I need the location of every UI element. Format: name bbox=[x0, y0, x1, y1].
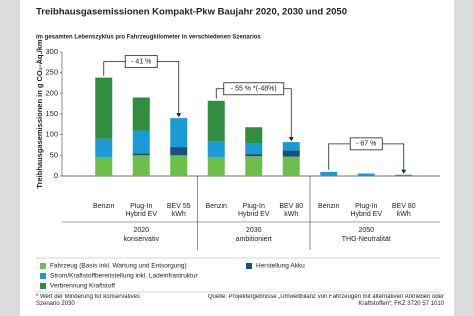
source: Quelle: Projektergebnisse „Umweltbilanz … bbox=[207, 294, 444, 307]
x-tick-label: BEV 55 kWh bbox=[166, 203, 191, 218]
x-tick-label-box: Plug-In Hybrid EV bbox=[125, 203, 157, 218]
group-year: 2030 bbox=[246, 227, 262, 234]
y-axis-label: Treibhausgasemissionen in g CO₂-Äq./km bbox=[35, 39, 44, 189]
x-tick-label-box: Benzin bbox=[205, 203, 227, 210]
bar-segment bbox=[170, 147, 188, 156]
bar-segment bbox=[132, 155, 150, 176]
x-tick-label-box: Plug-In Hybrid EV bbox=[237, 203, 270, 218]
annotation-text: - 41 % bbox=[131, 58, 151, 65]
bar-segment bbox=[282, 142, 300, 151]
legend-label: Strom/Kraftstoffbereitstellung inkl. Lad… bbox=[50, 273, 198, 280]
group-year: 2020 bbox=[133, 227, 149, 234]
bar-segment bbox=[207, 141, 225, 158]
legend-label: Verbrennung Kraftstoff bbox=[50, 283, 115, 290]
y-tick-label: 200 bbox=[45, 88, 58, 97]
bar-segment bbox=[207, 157, 225, 176]
legend-swatch bbox=[40, 273, 46, 279]
y-tick-label: 150 bbox=[45, 109, 58, 118]
bar-segment bbox=[245, 154, 263, 157]
legend-swatch bbox=[246, 263, 252, 269]
bar-segment bbox=[132, 130, 150, 154]
chart-title: Treibhausgasemissionen Kompakt-Pkw Bauja… bbox=[36, 7, 347, 18]
y-tick-label: 50 bbox=[50, 150, 58, 159]
group-scenario: konservativ bbox=[124, 236, 160, 243]
bar-segment bbox=[282, 150, 300, 157]
annotation-box bbox=[223, 82, 285, 96]
footnote: * Wert der Minderung für konservatives S… bbox=[36, 294, 140, 307]
x-tick-label: Benzin bbox=[93, 203, 115, 210]
source-box: Quelle: Projektergebnisse „Umweltbilanz … bbox=[207, 294, 444, 307]
bar-segment bbox=[320, 171, 338, 176]
group-year: 2050 bbox=[358, 227, 374, 234]
bar-segment bbox=[245, 156, 263, 176]
bar-segment bbox=[395, 174, 413, 176]
group-scenario: ambitioniert bbox=[236, 236, 272, 243]
y-tick-label: 300 bbox=[45, 47, 58, 56]
bar-segment bbox=[282, 156, 300, 176]
bar-segment bbox=[95, 157, 113, 176]
y-tick-label: 250 bbox=[45, 68, 58, 77]
bar-segment bbox=[207, 100, 225, 142]
x-tick-label: Benzin bbox=[318, 203, 340, 210]
x-tick-label-box: BEV 80 kWh bbox=[391, 203, 416, 218]
bar-segment bbox=[95, 138, 113, 158]
group-scenario: THG-Neutralität bbox=[342, 236, 391, 243]
bar-segment bbox=[95, 77, 113, 139]
x-tick-label: Plug-In Hybrid EV bbox=[350, 203, 382, 218]
bar-segment bbox=[357, 173, 375, 176]
annotation-text: - 67 % bbox=[356, 141, 376, 148]
annotation-arrowhead bbox=[288, 137, 294, 142]
bar-segment bbox=[245, 143, 263, 155]
y-tick-label: 0 bbox=[54, 171, 58, 180]
bar-segment bbox=[132, 153, 150, 156]
annotation-text: - 55 % *(-48%) bbox=[231, 86, 277, 93]
y-tick-label: 100 bbox=[45, 130, 58, 139]
panel bbox=[20, 0, 454, 316]
x-tick-label-box: BEV 80 kWh bbox=[279, 203, 304, 218]
chart-subtitle: im gesamten Lebenszyklus pro Fahrzeugkil… bbox=[36, 35, 261, 41]
footnote-box: * Wert der Minderung für konservatives S… bbox=[36, 294, 140, 307]
legend-label: Fahrzeug (Basis inkl. Wartung und Entsor… bbox=[50, 263, 187, 270]
annotation-box bbox=[349, 137, 383, 151]
legend-swatch bbox=[40, 263, 46, 269]
x-tick-label: Plug-In Hybrid EV bbox=[237, 203, 270, 218]
legend-label: Herstellung Akku bbox=[256, 263, 305, 270]
x-tick-label-box: Plug-In Hybrid EV bbox=[350, 203, 382, 218]
annotation-arrowhead bbox=[401, 169, 407, 174]
bar-segment bbox=[170, 155, 188, 176]
x-tick-label-box: Benzin bbox=[318, 203, 340, 210]
x-tick-label: BEV 80 kWh bbox=[279, 203, 304, 218]
bar-segment bbox=[132, 97, 150, 131]
legend-swatch bbox=[40, 283, 46, 289]
x-tick-label: BEV 80 kWh bbox=[391, 203, 416, 218]
x-tick-label-box: Benzin bbox=[93, 203, 115, 210]
x-tick-label: Benzin bbox=[205, 203, 227, 210]
annotation-arrowhead bbox=[176, 113, 182, 118]
bar-segment bbox=[170, 118, 188, 148]
x-tick-label: Plug-In Hybrid EV bbox=[125, 203, 157, 218]
annotation-box bbox=[124, 55, 158, 69]
x-tick-label-box: BEV 55 kWh bbox=[166, 203, 191, 218]
bar-segment bbox=[245, 127, 263, 144]
